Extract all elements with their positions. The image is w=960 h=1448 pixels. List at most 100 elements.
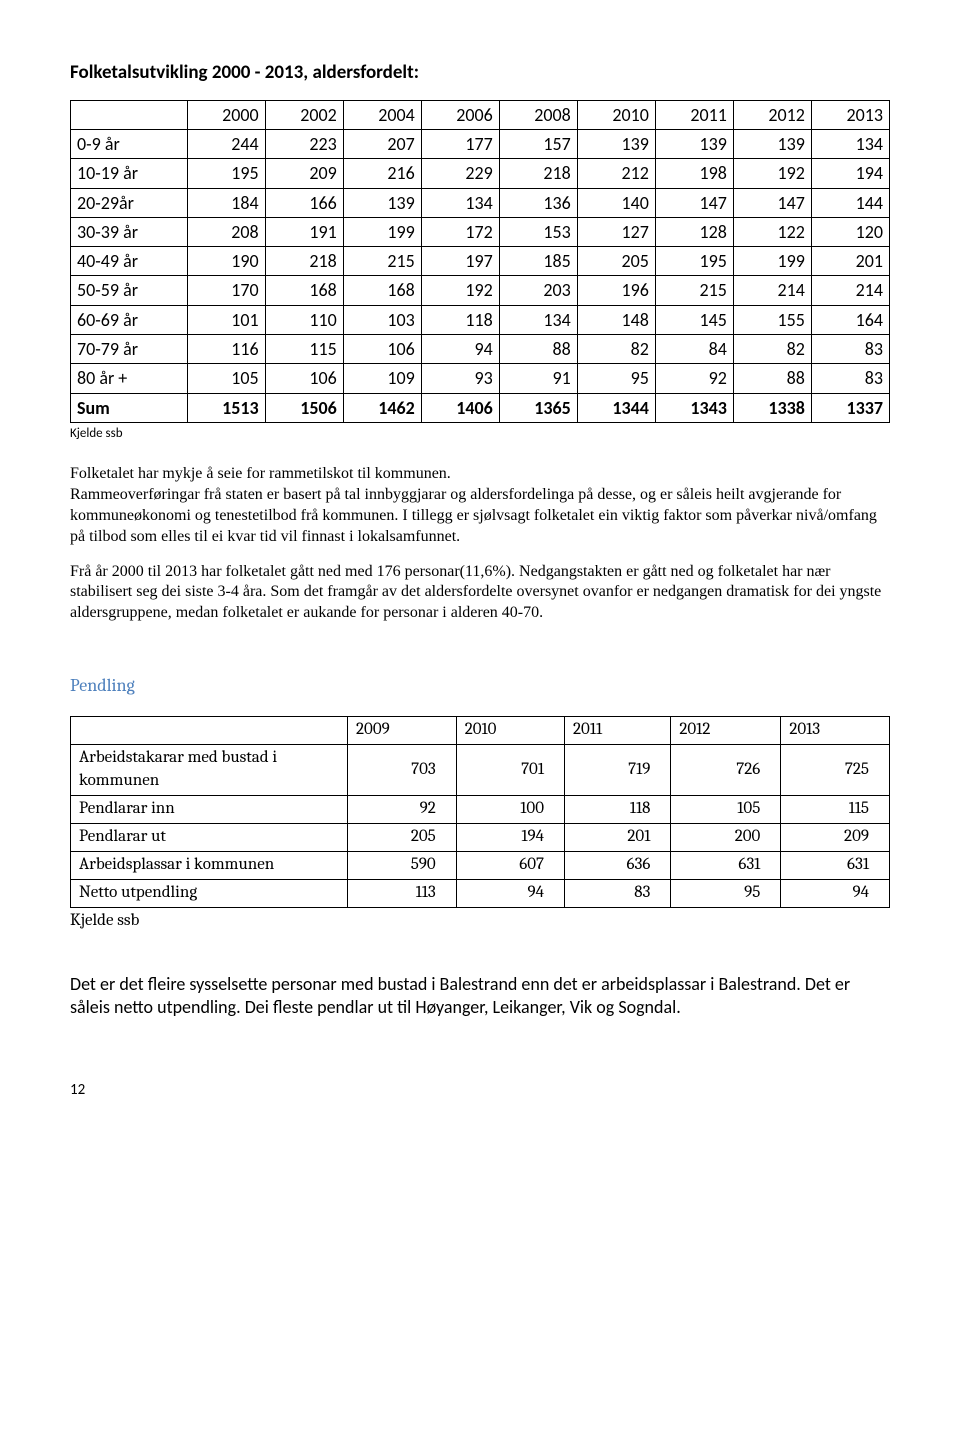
cell: 195: [655, 247, 733, 276]
cell: 83: [811, 335, 889, 364]
cell: 139: [343, 188, 421, 217]
table-row: Arbeidstakarar med bustad i kommunen7037…: [71, 745, 890, 796]
cell: 195: [187, 159, 265, 188]
cell: 185: [499, 247, 577, 276]
cell: 106: [265, 364, 343, 393]
cell: 215: [343, 247, 421, 276]
cell: 110: [265, 305, 343, 334]
cell: 122: [733, 217, 811, 246]
table-row: 70-79 år116115106948882848283: [71, 335, 890, 364]
cell: 164: [811, 305, 889, 334]
table-row: 50-59 år170168168192203196215214214: [71, 276, 890, 305]
row-label: 30-39 år: [71, 217, 188, 246]
cell: 95: [671, 879, 781, 907]
row-label: 60-69 år: [71, 305, 188, 334]
cell: 205: [577, 247, 655, 276]
cell: 631: [671, 852, 781, 880]
cell: 703: [348, 745, 457, 796]
row-label: Arbeidsplassar i kommunen: [71, 852, 348, 880]
cell: 94: [456, 879, 564, 907]
cell: 94: [781, 879, 890, 907]
sum-val: 1337: [811, 393, 889, 422]
row-label: Netto utpendling: [71, 879, 348, 907]
cell: 148: [577, 305, 655, 334]
cell: 145: [655, 305, 733, 334]
cell: 147: [655, 188, 733, 217]
cell: 100: [456, 796, 564, 824]
cell: 192: [421, 276, 499, 305]
population-table: 2000 2002 2004 2006 2008 2010 2011 2012 …: [70, 100, 890, 423]
cell: 209: [781, 824, 890, 852]
col-header: 2009: [348, 717, 457, 745]
cell: 115: [781, 796, 890, 824]
cell: 212: [577, 159, 655, 188]
cell: 88: [733, 364, 811, 393]
cell: 84: [655, 335, 733, 364]
cell: 127: [577, 217, 655, 246]
cell: 184: [187, 188, 265, 217]
col-header: 2013: [811, 100, 889, 129]
table-row: Pendlarar inn92100118105115: [71, 796, 890, 824]
cell: 144: [811, 188, 889, 217]
cell: 93: [421, 364, 499, 393]
table-row: 0-9 år244223207177157139139139134: [71, 129, 890, 158]
cell: 636: [565, 852, 671, 880]
paragraph: Folketalet har mykje å seie for rammetil…: [70, 464, 890, 547]
sum-label: Sum: [71, 393, 188, 422]
cell: 192: [733, 159, 811, 188]
row-label: Arbeidstakarar med bustad i kommunen: [71, 745, 348, 796]
cell: 168: [343, 276, 421, 305]
row-label: Pendlarar inn: [71, 796, 348, 824]
cell: 116: [187, 335, 265, 364]
page-number: 12: [70, 1080, 890, 1100]
row-label: 50-59 år: [71, 276, 188, 305]
cell: 105: [671, 796, 781, 824]
cell: 88: [499, 335, 577, 364]
cell: 139: [577, 129, 655, 158]
cell: 199: [733, 247, 811, 276]
cell: 198: [655, 159, 733, 188]
cell: 91: [499, 364, 577, 393]
cell: 199: [343, 217, 421, 246]
table-row: 40-49 år190218215197185205195199201: [71, 247, 890, 276]
cell: 214: [811, 276, 889, 305]
table-row: 10-19 år195209216229218212198192194: [71, 159, 890, 188]
table-row: 60-69 år101110103118134148145155164: [71, 305, 890, 334]
row-label: 40-49 år: [71, 247, 188, 276]
cell: 136: [499, 188, 577, 217]
cell: 147: [733, 188, 811, 217]
cell: 157: [499, 129, 577, 158]
col-header: 2002: [265, 100, 343, 129]
sum-val: 1343: [655, 393, 733, 422]
cell: 590: [348, 852, 457, 880]
cell: 208: [187, 217, 265, 246]
cell: 101: [187, 305, 265, 334]
sum-val: 1462: [343, 393, 421, 422]
table-row: 20-29år184166139134136140147147144: [71, 188, 890, 217]
cell: 128: [655, 217, 733, 246]
col-header: 2010: [456, 717, 564, 745]
col-header: 2012: [671, 717, 781, 745]
cell: 94: [421, 335, 499, 364]
cell: 92: [348, 796, 457, 824]
cell: 701: [456, 745, 564, 796]
cell: 223: [265, 129, 343, 158]
cell: 140: [577, 188, 655, 217]
sum-val: 1338: [733, 393, 811, 422]
cell: 719: [565, 745, 671, 796]
cell: 194: [811, 159, 889, 188]
col-header: 2000: [187, 100, 265, 129]
cell: 207: [343, 129, 421, 158]
cell: 218: [499, 159, 577, 188]
col-header: 2010: [577, 100, 655, 129]
cell: 205: [348, 824, 457, 852]
cell: 177: [421, 129, 499, 158]
row-label: 80 år +: [71, 364, 188, 393]
col-header: 2013: [781, 717, 890, 745]
cell: 82: [733, 335, 811, 364]
cell: 139: [655, 129, 733, 158]
cell: 229: [421, 159, 499, 188]
cell: 103: [343, 305, 421, 334]
row-label: Pendlarar ut: [71, 824, 348, 852]
cell: 209: [265, 159, 343, 188]
